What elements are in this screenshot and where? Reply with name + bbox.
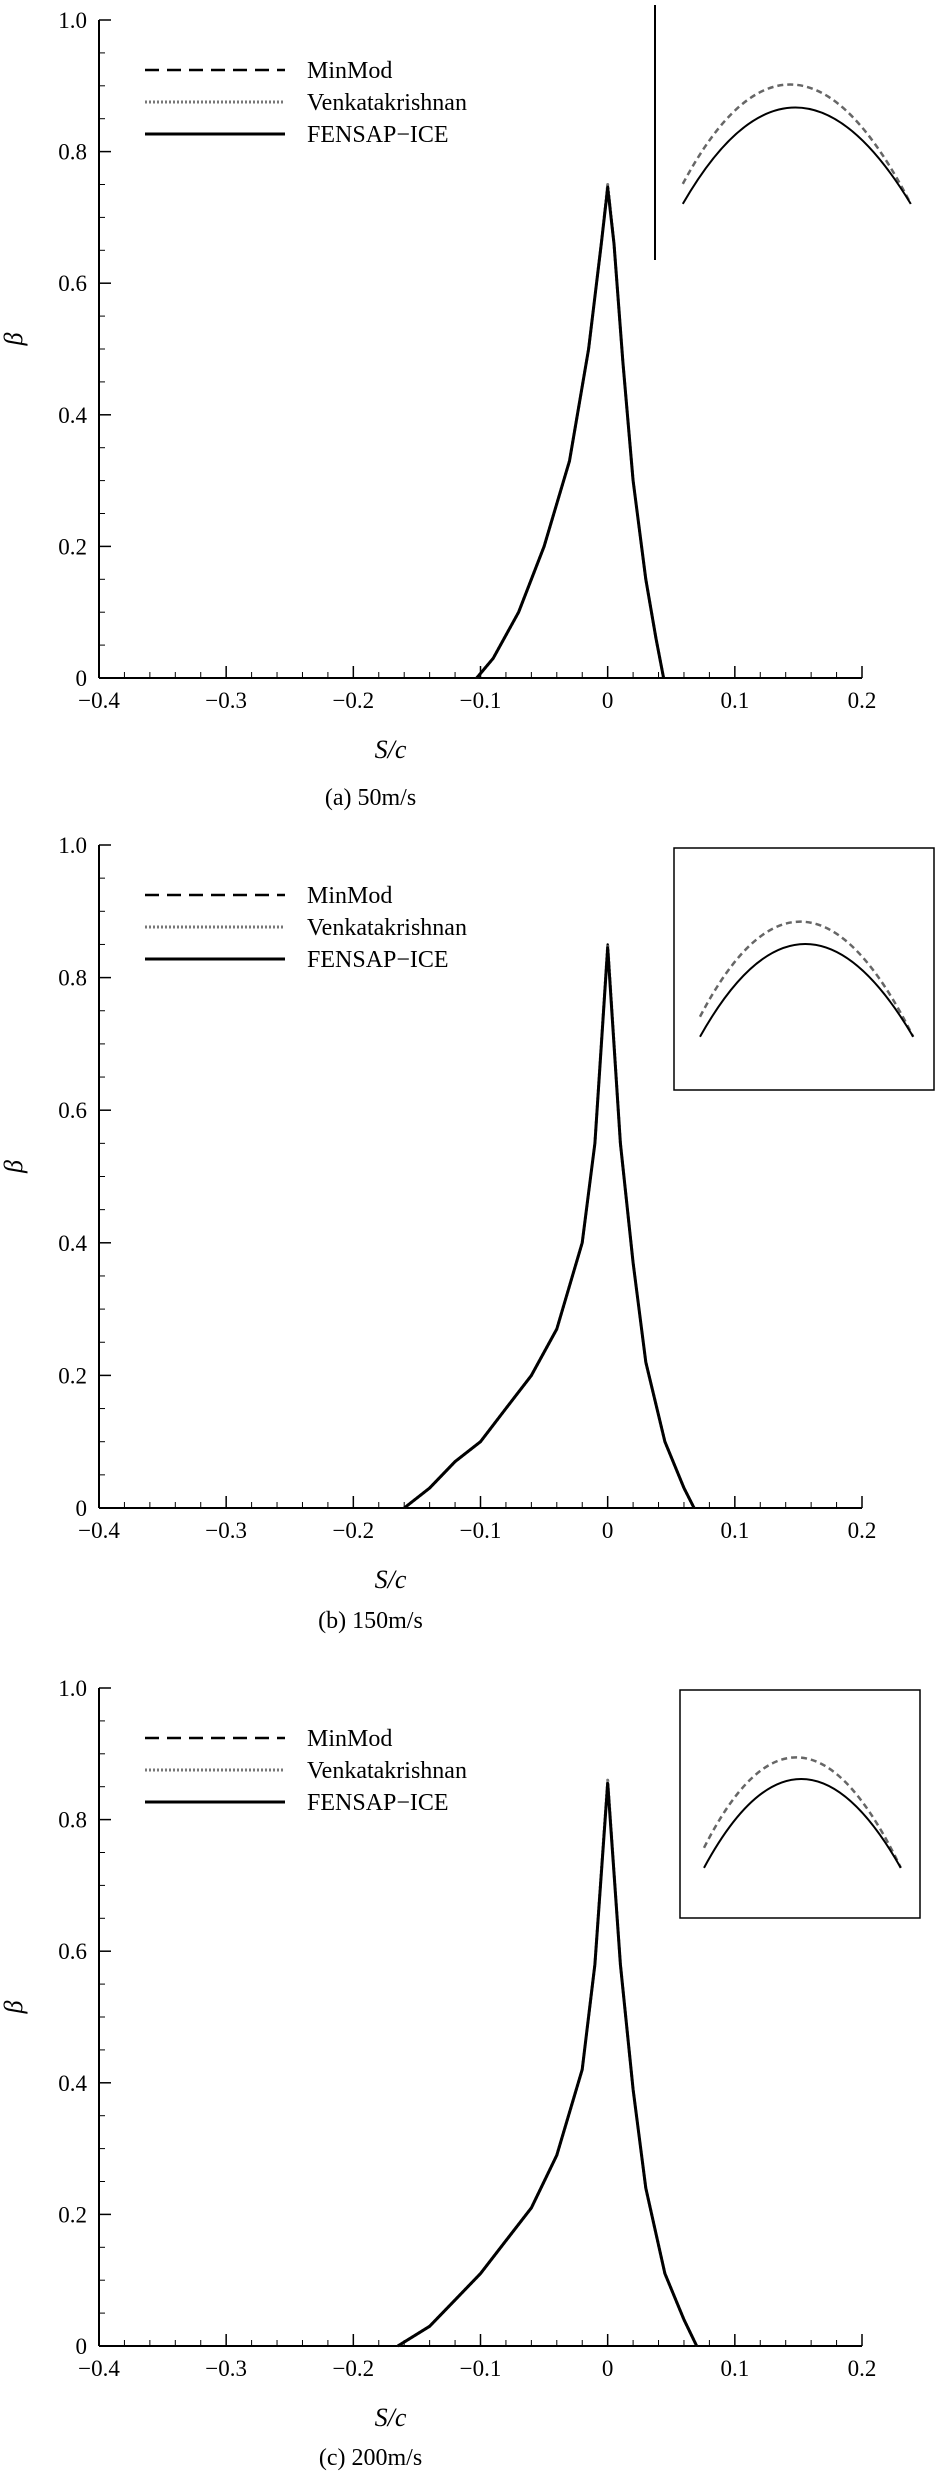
x-tick-label: −0.2: [332, 688, 374, 713]
x-axis-title: S/c: [375, 1565, 407, 1594]
x-tick-label: 0: [602, 688, 614, 713]
x-tick-label: 0.1: [720, 2356, 749, 2381]
series-line-venkatakrishnan: [397, 1778, 699, 2348]
x-axis-title: S/c: [375, 2403, 407, 2432]
x-tick-label: −0.1: [460, 1518, 502, 1543]
x-tick-label: −0.3: [205, 2356, 247, 2381]
y-tick-label: 0.4: [58, 1231, 87, 1256]
x-tick-label: −0.3: [205, 1518, 247, 1543]
inset-curve-solid: [699, 943, 915, 1038]
x-tick-label: 0.1: [720, 1518, 749, 1543]
y-tick-label: 0.2: [58, 534, 87, 559]
x-tick-label: −0.2: [332, 2356, 374, 2381]
y-tick-label: 1.0: [58, 1676, 87, 1701]
inset-frame: [679, 1689, 921, 1919]
y-tick-label: 0.6: [58, 1939, 87, 1964]
x-tick-label: −0.1: [460, 2356, 502, 2381]
inset-curve-solid: [703, 1778, 902, 1869]
inset-curve-solid: [681, 106, 912, 205]
y-tick-label: 0.8: [58, 966, 87, 991]
series-line-minmod: [397, 1778, 698, 2348]
y-tick-label: 0: [76, 1496, 88, 1521]
inset-curve-dashed: [698, 920, 915, 1038]
chart-panel-1: −0.4 −0.3 −0.2 −0.1 0 0.1 0.2 0 0.2 0.4 0.6 0.8 1.0 S…: [0, 5, 912, 811]
series-line-minmod: [475, 183, 665, 679]
series-line-minmod: [403, 943, 696, 1509]
inset-curve-dashed: [681, 83, 912, 205]
y-tick-label: 0.4: [58, 403, 87, 428]
legend-label: Venkatakrishnan: [307, 90, 467, 116]
y-axis-title: β: [0, 332, 28, 346]
legend-label: Venkatakrishnan: [307, 915, 467, 941]
panel-caption: (c) 200m/s: [319, 2445, 422, 2471]
x-tick-label: −0.4: [78, 2356, 120, 2381]
y-tick-label: 0.4: [58, 2071, 87, 2096]
series-line-fensap-ice: [397, 1781, 699, 2348]
x-tick-label: 0.2: [848, 2356, 877, 2381]
legend-label: FENSAP−ICE: [307, 122, 449, 148]
y-tick-label: 0.6: [58, 1098, 87, 1123]
panel-caption: (a) 50m/s: [325, 785, 416, 811]
chart-panel-2: −0.4 −0.3 −0.2 −0.1 0 0.1 0.2 0 0.2 0.4 0.6 0.8 1.0 S…: [0, 833, 935, 1634]
y-tick-label: 0.6: [58, 271, 87, 296]
series-line-fensap-ice: [475, 186, 666, 679]
x-tick-label: −0.4: [78, 688, 120, 713]
legend-label: Venkatakrishnan: [307, 1758, 467, 1784]
legend-label: MinMod: [307, 58, 392, 84]
y-axis-title: β: [0, 1160, 28, 1174]
series-line-venkatakrishnan: [475, 183, 666, 679]
x-tick-label: −0.3: [205, 688, 247, 713]
x-tick-label: −0.1: [460, 688, 502, 713]
x-tick-label: 0: [602, 2356, 614, 2381]
x-tick-label: −0.4: [78, 1518, 120, 1543]
y-tick-label: 0: [76, 666, 88, 691]
y-tick-label: 1.0: [58, 833, 87, 858]
chart-panel-3: −0.4 −0.3 −0.2 −0.1 0 0.1 0.2 0 0.2 0.4 0.6 0.8 1.0 S…: [0, 1676, 921, 2471]
x-axis-title: S/c: [375, 735, 407, 764]
panel-caption: (b) 150m/s: [318, 1608, 423, 1634]
y-tick-label: 0.2: [58, 1363, 87, 1388]
legend-label: MinMod: [307, 1726, 392, 1752]
series-line-fensap-ice: [403, 946, 696, 1510]
y-tick-label: 0.8: [58, 140, 87, 165]
inset-frame: [673, 847, 935, 1091]
series-line-venkatakrishnan: [403, 943, 696, 1510]
legend-label: FENSAP−ICE: [307, 1790, 449, 1816]
legend-label: FENSAP−ICE: [307, 947, 449, 973]
y-tick-label: 1.0: [58, 8, 87, 33]
x-tick-label: −0.2: [332, 1518, 374, 1543]
x-tick-label: 0.2: [848, 688, 877, 713]
x-tick-label: 0: [602, 1518, 614, 1543]
y-tick-label: 0.8: [58, 1808, 87, 1833]
y-tick-label: 0: [76, 2334, 88, 2359]
y-axis-title: β: [0, 2000, 28, 2014]
y-tick-label: 0.2: [58, 2202, 87, 2227]
legend-label: MinMod: [307, 883, 392, 909]
inset-curve-dashed: [702, 1756, 902, 1869]
x-tick-label: 0.1: [720, 688, 749, 713]
x-tick-label: 0.2: [848, 1518, 877, 1543]
